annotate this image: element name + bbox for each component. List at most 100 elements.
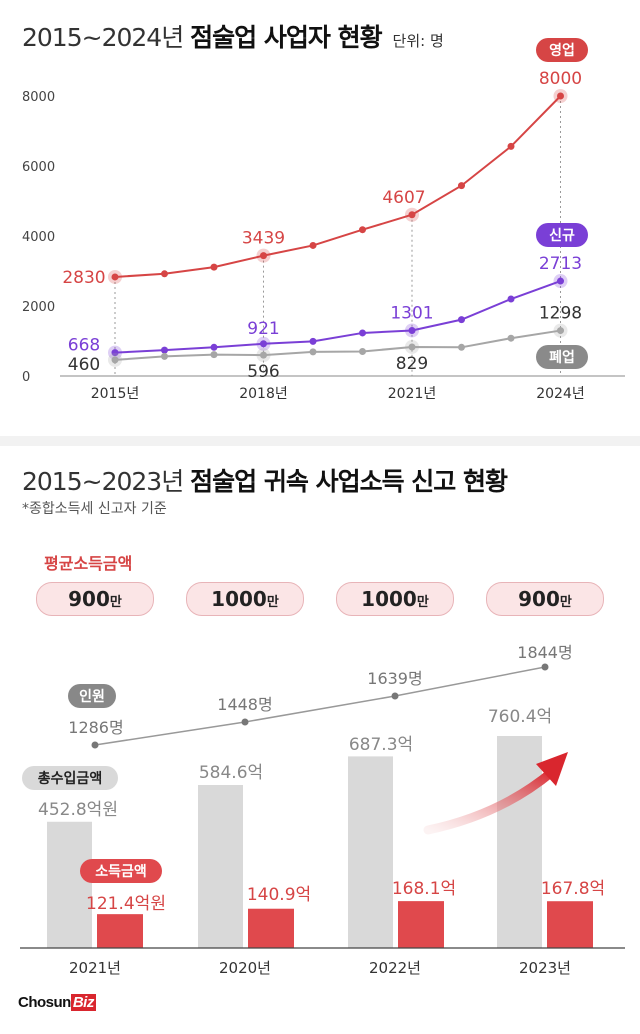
y-tick-label: 6000 bbox=[22, 160, 55, 175]
data-point bbox=[507, 295, 515, 303]
data-point bbox=[507, 334, 515, 342]
x-tick-label: 2015년 bbox=[91, 386, 140, 402]
bar-value-label: 168.1억 bbox=[392, 879, 456, 899]
y-tick-label: 2000 bbox=[22, 300, 55, 315]
data-point bbox=[161, 352, 168, 360]
bottom-chart-title: 2015~2023년 점술업 귀속 사업소득 신고 현황 bbox=[22, 467, 508, 496]
total-revenue-bar bbox=[198, 785, 243, 948]
legend-label: 신규 bbox=[549, 228, 575, 244]
data-point bbox=[210, 343, 218, 351]
data-point bbox=[359, 348, 366, 355]
y-tick-label: 0 bbox=[22, 370, 30, 385]
x-tick-label: 2021년 bbox=[388, 386, 437, 402]
total-revenue-bar bbox=[348, 756, 393, 948]
chosunbiz-logo: Chosun Biz bbox=[18, 994, 96, 1011]
legend-label: 인원 bbox=[79, 688, 105, 705]
closed-series-line bbox=[114, 329, 561, 361]
data-point bbox=[161, 270, 168, 278]
data-point bbox=[111, 356, 119, 364]
data-point bbox=[210, 351, 218, 359]
chart-subtitle: *종합소득세 신고자 기준 bbox=[22, 501, 167, 517]
bar-value-label: 452.8억원 bbox=[38, 800, 118, 820]
data-label: 921 bbox=[247, 319, 279, 339]
legend-label: 폐업 bbox=[549, 350, 575, 366]
data-label: 8000 bbox=[539, 69, 582, 89]
business-status-panel: 2015~2024년 점술업 사업자 현황 단위: 명 0 2000 4000 600… bbox=[0, 0, 640, 436]
data-label: 1301 bbox=[390, 303, 433, 323]
data-label: 1298 bbox=[539, 304, 582, 324]
headcount-line bbox=[94, 666, 546, 746]
legend-tag bbox=[536, 345, 588, 369]
headcount-point bbox=[241, 718, 249, 726]
headcount-label: 1844명 bbox=[517, 643, 572, 662]
data-point bbox=[309, 337, 317, 345]
avg-income-pill: 900만 bbox=[36, 582, 154, 616]
data-point bbox=[359, 329, 366, 337]
data-point bbox=[458, 343, 465, 351]
data-point bbox=[458, 182, 465, 190]
avg-income-pill: 1000만 bbox=[336, 582, 454, 616]
x-tick-label: 2021년 bbox=[69, 959, 121, 977]
income-bar bbox=[97, 914, 143, 948]
total-revenue-bar bbox=[47, 821, 92, 948]
legend-label: 총수입금액 bbox=[38, 770, 102, 787]
data-label: 829 bbox=[396, 354, 428, 374]
data-point bbox=[408, 343, 416, 351]
trend-arrowhead bbox=[536, 752, 568, 786]
bar-value-label: 167.8억 bbox=[541, 879, 605, 899]
data-point bbox=[408, 211, 416, 219]
data-point bbox=[557, 92, 564, 100]
headcount-point bbox=[91, 741, 99, 749]
data-point bbox=[507, 142, 515, 150]
legend-tag bbox=[80, 859, 162, 883]
headcount-label: 1286명 bbox=[68, 718, 123, 737]
data-label: 3439 bbox=[242, 229, 285, 249]
data-label: 2713 bbox=[539, 254, 582, 274]
legend-tag bbox=[536, 223, 588, 247]
avg-income-label: 평균소득금액 bbox=[44, 554, 133, 573]
headcount-label: 1639명 bbox=[367, 669, 422, 688]
x-tick-label: 2024년 bbox=[536, 386, 585, 402]
business-series-line bbox=[114, 95, 562, 278]
bar-value-label: 760.4억 bbox=[488, 707, 552, 727]
y-tick-label: 4000 bbox=[22, 230, 55, 245]
income-bar bbox=[248, 908, 294, 948]
data-point bbox=[359, 226, 366, 234]
bar-value-label: 584.6억 bbox=[199, 763, 263, 783]
data-point bbox=[557, 327, 564, 335]
business-line-chart: 0 2000 4000 6000 8000 2015년 2018년 2021년 2024년 283… bbox=[22, 38, 625, 402]
legend-label: 영업 bbox=[549, 42, 575, 59]
data-label: 668 bbox=[68, 336, 100, 356]
bar-value-label: 687.3억 bbox=[349, 735, 413, 755]
x-tick-label: 2018년 bbox=[239, 386, 288, 402]
bar-value-label: 140.9억 bbox=[247, 885, 311, 905]
income-bar bbox=[398, 901, 444, 948]
data-point bbox=[408, 326, 416, 334]
unit-label: 단위: 명 bbox=[392, 32, 444, 50]
data-point bbox=[458, 316, 465, 324]
y-tick-label: 8000 bbox=[22, 90, 55, 105]
bar-value-label: 121.4억원 bbox=[86, 894, 166, 914]
data-label: 596 bbox=[247, 362, 279, 382]
headcount-label: 1448명 bbox=[217, 695, 272, 714]
data-label: 2830 bbox=[62, 268, 105, 288]
data-point bbox=[210, 263, 218, 271]
top-chart-title: 2015~2024년 점술업 사업자 현황 단위: 명 bbox=[22, 23, 444, 52]
data-label: 460 bbox=[68, 355, 100, 375]
x-tick-label: 2023년 bbox=[519, 959, 571, 977]
headcount-point bbox=[541, 663, 549, 671]
data-point bbox=[111, 273, 119, 281]
data-label: 4607 bbox=[382, 188, 425, 208]
avg-income-pill: 900만 bbox=[486, 582, 604, 616]
data-point bbox=[309, 241, 317, 249]
x-tick-label: 2022년 bbox=[369, 959, 421, 977]
new-series-line bbox=[114, 280, 561, 354]
income-bar bbox=[547, 901, 593, 948]
data-point bbox=[309, 348, 317, 356]
data-point bbox=[111, 349, 119, 357]
legend-tag bbox=[68, 684, 116, 708]
total-revenue-bar bbox=[497, 736, 542, 948]
legend-tag bbox=[536, 38, 588, 62]
data-point bbox=[161, 346, 168, 354]
